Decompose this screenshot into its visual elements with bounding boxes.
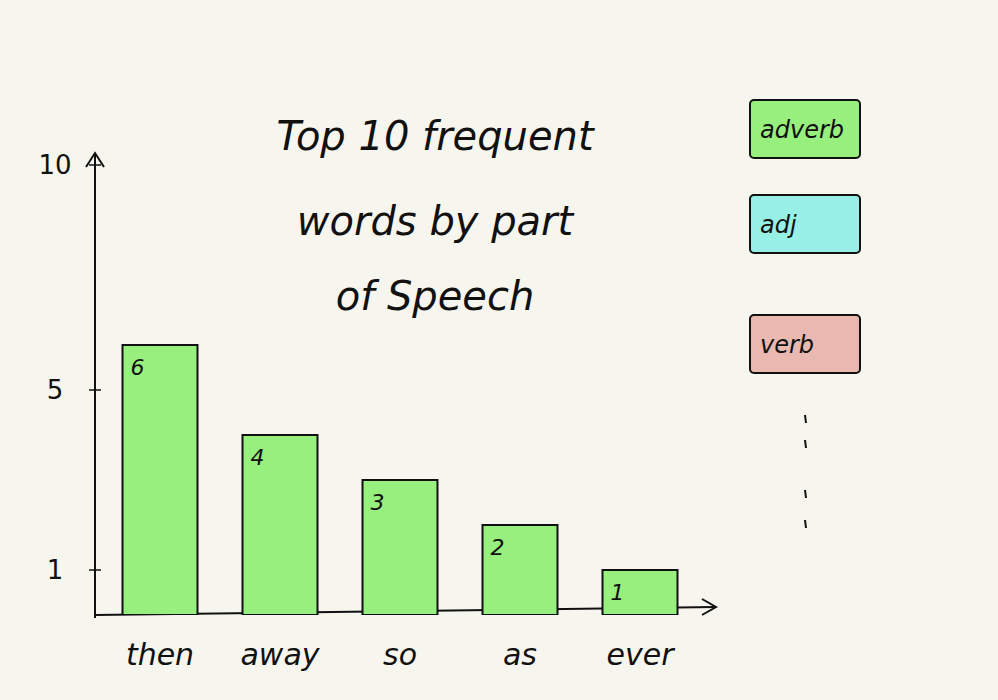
y-tick xyxy=(89,389,101,391)
x-axis-arrow xyxy=(702,599,716,615)
bars xyxy=(123,345,678,615)
data-label: 4 xyxy=(251,445,265,470)
title-line: words by part xyxy=(297,198,575,244)
legend-ellipsis xyxy=(805,440,806,448)
y-axis-arrow xyxy=(86,153,104,167)
y-tick-label: 1 xyxy=(47,555,64,585)
x-tick-label: as xyxy=(503,637,537,672)
legend-ellipsis xyxy=(805,490,806,498)
bar xyxy=(123,345,198,615)
title: Top 10 frequent words by part of Speech xyxy=(276,113,595,319)
background xyxy=(0,0,998,700)
y-tick-label: 5 xyxy=(47,375,64,405)
chart: Top 10 frequent words by part of Speech 1 5 1… xyxy=(0,0,998,700)
y-tick-label: 10 xyxy=(38,150,71,180)
bar xyxy=(603,570,678,615)
y-tick xyxy=(89,569,101,571)
data-label: 1 xyxy=(611,580,625,605)
x-tick-label: away xyxy=(240,637,320,672)
y-tick xyxy=(89,164,101,166)
legend-swatch xyxy=(750,100,860,158)
data-label: 2 xyxy=(491,535,505,560)
data-label: 6 xyxy=(131,355,145,380)
x-tick-label: so xyxy=(383,637,417,672)
bar xyxy=(363,480,438,615)
data-label: 3 xyxy=(371,490,385,515)
y-axis xyxy=(94,153,96,618)
legend-label: adj xyxy=(760,211,797,239)
legend-label: adverb xyxy=(760,116,844,144)
legend-swatch xyxy=(750,315,860,373)
bar xyxy=(243,435,318,615)
x-tick-label: then xyxy=(126,637,194,672)
legend-label: verb xyxy=(760,331,814,359)
x-tick-label: ever xyxy=(606,637,675,672)
bar xyxy=(483,525,558,615)
legend-swatch xyxy=(750,195,860,253)
title-line: Top 10 frequent xyxy=(276,113,595,159)
title-line: of Speech xyxy=(336,273,535,319)
legend-ellipsis xyxy=(805,520,806,528)
legend-ellipsis xyxy=(805,415,806,423)
